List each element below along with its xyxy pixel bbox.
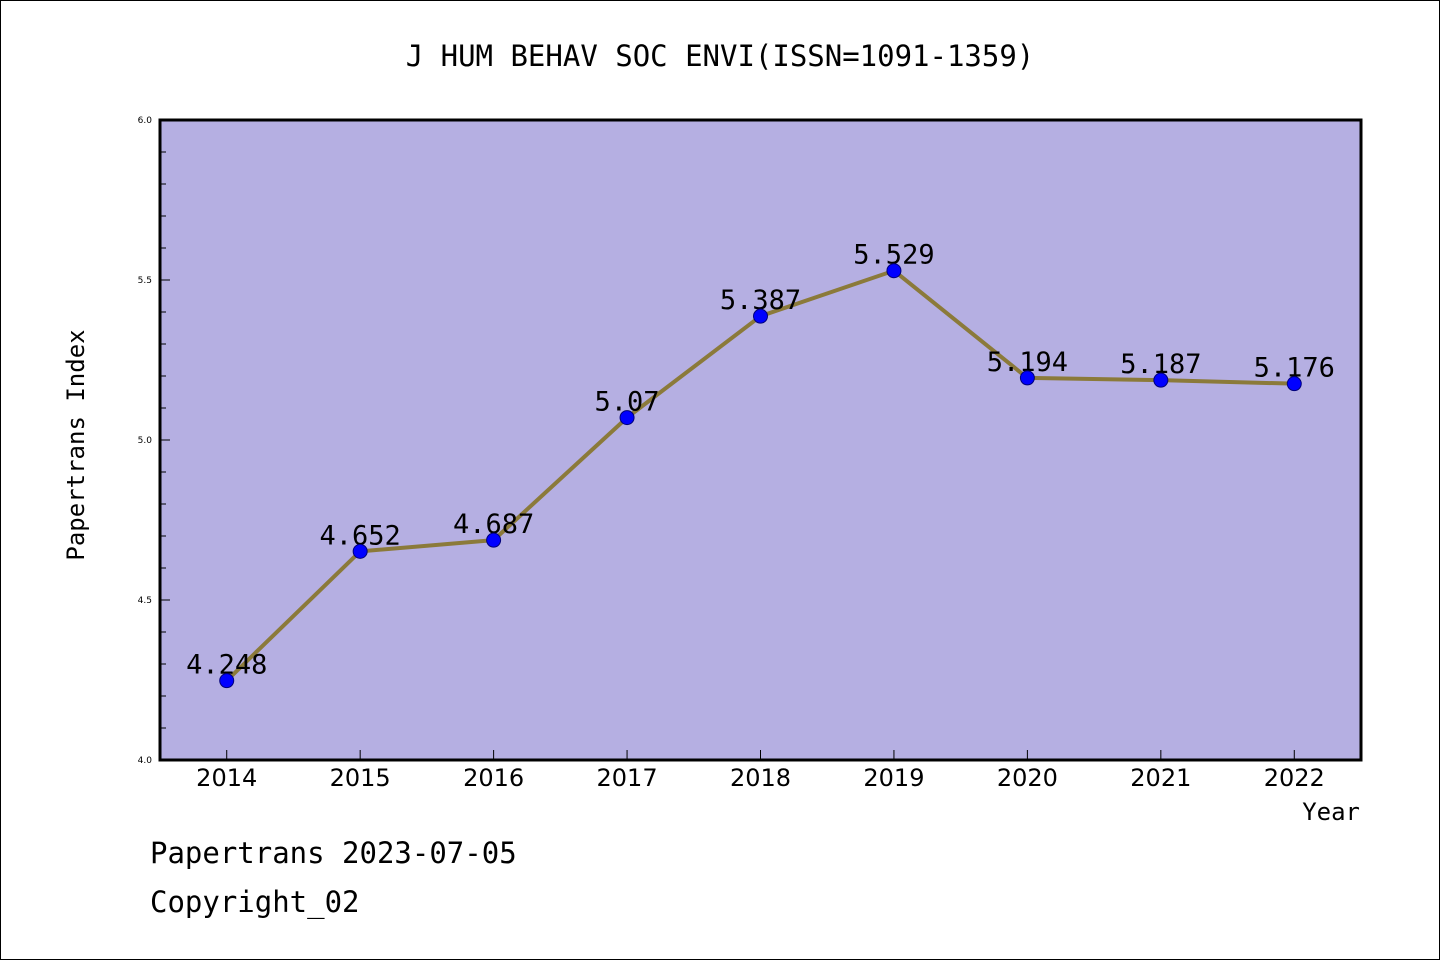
data-point (619, 410, 635, 426)
x-tick-label: 2014 (196, 764, 257, 792)
x-tick-label: 2021 (1130, 764, 1191, 792)
chart-title: J HUM BEHAV SOC ENVI(ISSN=1091-1359) (406, 39, 1035, 73)
data-point (1286, 376, 1302, 392)
data-point (1019, 370, 1035, 386)
y-tick-label: 6.0 (138, 116, 153, 126)
data-point (352, 543, 368, 559)
data-point (753, 308, 768, 324)
x-axis-title: Year (1302, 798, 1360, 826)
plot-border (158, 118, 1363, 762)
footer-date-line: Papertrans 2023-07-05 (150, 836, 517, 870)
x-tick-label: 2019 (863, 764, 924, 792)
footer-copyright: Copyright_02 (150, 885, 360, 919)
x-tick-label: 2017 (597, 764, 658, 792)
x-tick-label: 2015 (330, 764, 391, 792)
y-tick-label: 5.5 (138, 276, 152, 286)
data-point (886, 263, 902, 279)
x-tick-label: 2018 (730, 764, 791, 792)
data-point (486, 532, 502, 548)
y-axis-title: Papertrans Index (62, 329, 90, 560)
x-tick-label: 2016 (463, 764, 524, 792)
x-tick-label: 2020 (997, 764, 1058, 792)
y-tick-label: 4.0 (138, 756, 153, 766)
data-point (1153, 372, 1169, 388)
data-point (219, 673, 235, 689)
plot-area (160, 120, 1361, 760)
x-tick-label: 2022 (1264, 764, 1325, 792)
y-tick-label: 4.5 (138, 596, 152, 606)
y-tick-label: 5.0 (138, 436, 153, 446)
